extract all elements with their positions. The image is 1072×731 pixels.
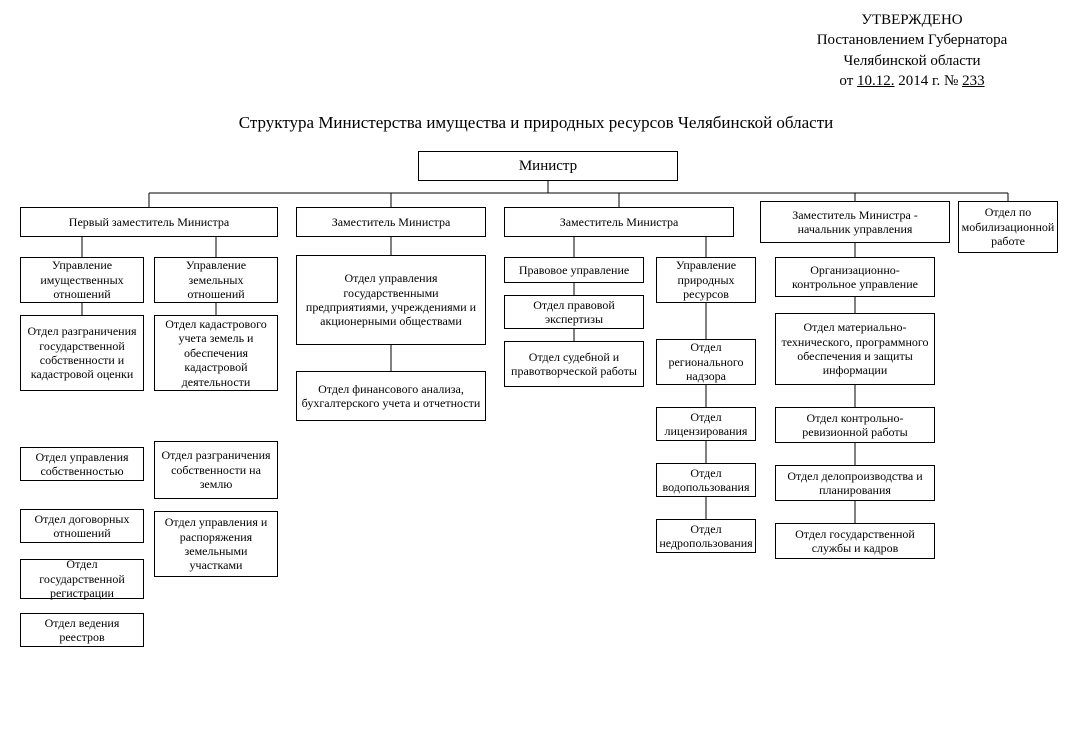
node-dep5: Отдел по мобилизационной работе xyxy=(958,201,1058,253)
org-chart: Министр Первый заместитель Министра Замест… xyxy=(20,151,1052,711)
node-c3a: Правовое управление xyxy=(504,257,644,283)
node-c3r5: Отдел недропользования xyxy=(656,519,756,553)
node-dep1: Первый заместитель Министра xyxy=(20,207,278,237)
node-c3r4: Отдел водопользования xyxy=(656,463,756,497)
node-c1a: Управление имущественных отношений xyxy=(20,257,144,303)
node-c1b3: Отдел разграничения собственности на зем… xyxy=(154,441,278,499)
node-c1b2: Отдел кадастрового учета земель и обеспе… xyxy=(154,315,278,391)
node-c1b4: Отдел управления и распоряжения земельны… xyxy=(154,511,278,577)
node-c3r3: Отдел лицензирования xyxy=(656,407,756,441)
node-c1a2: Отдел разграничения государственной собс… xyxy=(20,315,144,391)
node-c4d: Отдел делопроизводства и планирования xyxy=(775,465,935,501)
node-c4b: Отдел материально-технического, программ… xyxy=(775,313,935,385)
node-c4c: Отдел контрольно-ревизионной работы xyxy=(775,407,935,443)
node-root: Министр xyxy=(418,151,678,181)
node-dep2: Заместитель Министра xyxy=(296,207,486,237)
approval-line1: УТВЕРЖДЕНО xyxy=(772,10,1052,30)
approval-line2: Постановлением Губернатора xyxy=(772,30,1052,50)
node-c4e: Отдел государственной службы и кадров xyxy=(775,523,935,559)
page-title: Структура Министерства имущества и приро… xyxy=(20,113,1052,133)
approval-block: УТВЕРЖДЕНО Постановлением Губернатора Че… xyxy=(772,10,1052,91)
node-c3r1: Управление природных ресурсов xyxy=(656,257,756,303)
node-c2a: Отдел управления государственными предпр… xyxy=(296,255,486,345)
node-c2b: Отдел финансового анализа, бухгалтерског… xyxy=(296,371,486,421)
node-c1a3: Отдел управления собственностью xyxy=(20,447,144,481)
node-dep3: Заместитель Министра xyxy=(504,207,734,237)
node-c1b: Управление земельных отношений xyxy=(154,257,278,303)
node-dep4: Заместитель Министра - начальник управле… xyxy=(760,201,950,243)
node-c3r2: Отдел регионального надзора xyxy=(656,339,756,385)
node-c3c: Отдел судебной и правотворческой работы xyxy=(504,341,644,387)
approval-line3: Челябинской области xyxy=(772,51,1052,71)
node-c3b: Отдел правовой экспертизы xyxy=(504,295,644,329)
node-c1a5: Отдел государственной регистрации xyxy=(20,559,144,599)
node-c1a6: Отдел ведения реестров xyxy=(20,613,144,647)
node-c4a: Организационно-контрольное управление xyxy=(775,257,935,297)
approval-decree: от 10.12. 2014 г. № 233 xyxy=(772,71,1052,91)
node-c1a4: Отдел договорных отношений xyxy=(20,509,144,543)
